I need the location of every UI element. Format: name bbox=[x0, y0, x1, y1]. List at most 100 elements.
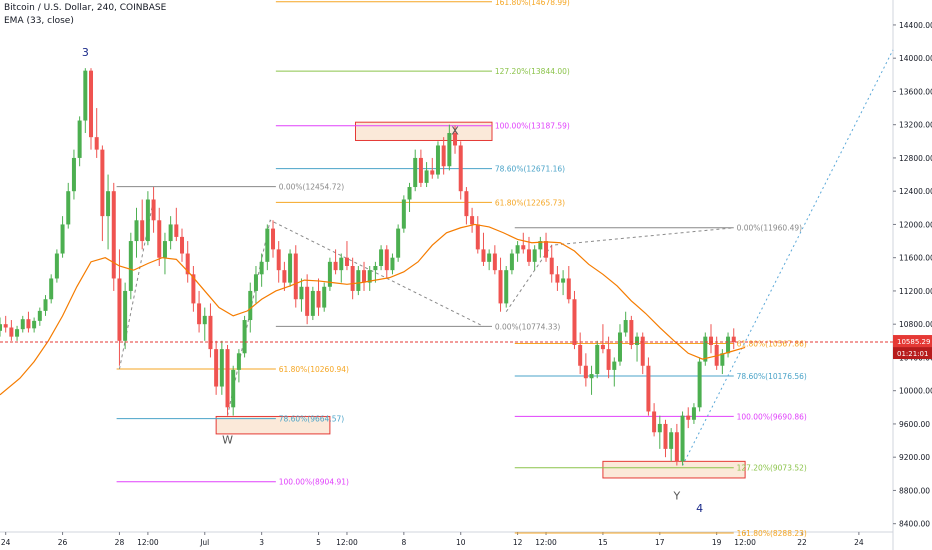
candle-body bbox=[475, 224, 480, 250]
candle-body bbox=[26, 319, 31, 329]
time-tick-label: 12 bbox=[513, 538, 523, 547]
candle-body bbox=[208, 315, 213, 350]
price-tick-label: 13600.00 bbox=[899, 87, 932, 96]
candle-body bbox=[151, 199, 156, 221]
candle-body bbox=[37, 310, 42, 321]
candle-body bbox=[435, 145, 440, 175]
fib-level-label: 161.80%(14678.99) bbox=[495, 0, 570, 7]
candle-body bbox=[481, 249, 486, 262]
candle-body bbox=[526, 249, 531, 262]
fib-trend-2 bbox=[227, 219, 484, 416]
current-price-label: 10585.29 bbox=[897, 338, 930, 346]
candle-body bbox=[549, 257, 554, 275]
fib-level-label: 61.80%(10567.86) bbox=[737, 339, 807, 348]
candle-body bbox=[32, 320, 37, 329]
candle-body bbox=[253, 274, 258, 291]
candle-body bbox=[43, 299, 48, 311]
time-axis[interactable]: 24 26 28 12:00 Jul 3 5 12:00 8 10 12 12:00 15 17 19 12:… bbox=[0, 531, 893, 547]
target-zone-x bbox=[354, 121, 493, 141]
time-tick-label: 5 bbox=[316, 538, 321, 547]
indicator-legend[interactable]: EMA (33, close) bbox=[4, 16, 74, 26]
candle-body bbox=[20, 319, 25, 330]
candle-body bbox=[418, 157, 423, 183]
time-tick-label: 8 bbox=[401, 538, 406, 547]
candle-body bbox=[225, 349, 230, 408]
candle-body bbox=[89, 70, 94, 138]
candle-body bbox=[248, 290, 253, 321]
candle-body bbox=[140, 220, 145, 242]
price-axis[interactable]: 8400.008800.009200.009600.0010000.001040… bbox=[892, 0, 932, 550]
candle-body bbox=[595, 344, 600, 375]
candle-body bbox=[640, 336, 645, 366]
time-tick-label: 12:00 bbox=[137, 538, 159, 547]
candle-body bbox=[367, 270, 372, 283]
candle-body bbox=[674, 432, 679, 462]
fib-level-label: 100.00%(8904.91) bbox=[279, 478, 349, 487]
candle-body bbox=[271, 228, 276, 250]
candle-body bbox=[356, 270, 361, 291]
time-tick-label: 19 bbox=[712, 538, 722, 547]
fib-level-label: 127.20%(13844.00) bbox=[495, 67, 570, 76]
ema-line bbox=[0, 223, 746, 396]
candle-body bbox=[458, 145, 463, 192]
candle-body bbox=[504, 270, 509, 304]
candle-body bbox=[401, 199, 406, 229]
candle-body bbox=[561, 278, 566, 283]
candle-body bbox=[162, 241, 167, 258]
fib-level-label: 100.00%(9690.86) bbox=[737, 412, 807, 421]
price-tick-label: 11600.00 bbox=[899, 254, 932, 263]
candle-body bbox=[470, 216, 475, 225]
fib-level-label: 78.60%(12671.16) bbox=[495, 165, 565, 174]
candle-body bbox=[623, 320, 628, 333]
fib-level-label: 100.00%(13187.59) bbox=[495, 122, 570, 131]
candle-body bbox=[350, 266, 355, 291]
candle-body bbox=[646, 365, 651, 412]
drawing-layer: 0.00%(12454.72) 61.80%(10260.94) 78.60%(96… bbox=[116, 0, 894, 538]
candle-body bbox=[134, 220, 139, 242]
price-tick-label: 9600.00 bbox=[899, 420, 930, 429]
candle-body bbox=[629, 320, 634, 345]
wave-label-y: Y bbox=[672, 490, 680, 503]
candle-body bbox=[15, 329, 20, 337]
time-tick-label: 22 bbox=[797, 538, 807, 547]
candle-body bbox=[111, 191, 116, 279]
candle-body bbox=[83, 70, 88, 121]
time-tick-label: 10 bbox=[456, 538, 466, 547]
candle-body bbox=[583, 365, 588, 379]
candle-body bbox=[453, 133, 458, 146]
candle-body bbox=[424, 170, 429, 183]
candle-body bbox=[310, 290, 315, 316]
candle-body bbox=[145, 199, 150, 242]
candle-body bbox=[635, 336, 640, 345]
candle-body bbox=[94, 137, 99, 150]
wave-label-w: W bbox=[222, 434, 233, 447]
candle-body bbox=[612, 361, 617, 370]
symbol-title[interactable]: Bitcoin / U.S. Dollar, 240, COINBASE bbox=[4, 3, 167, 13]
time-tick-label: 3 bbox=[259, 538, 264, 547]
candle-body bbox=[726, 336, 731, 354]
candle-body bbox=[316, 290, 321, 308]
ema-series bbox=[0, 223, 746, 396]
fib-level-label: 61.80%(12265.73) bbox=[495, 198, 565, 207]
candle-body bbox=[492, 253, 497, 271]
candle-body bbox=[276, 249, 281, 271]
candle-body bbox=[299, 286, 304, 300]
candle-body bbox=[589, 374, 594, 379]
candle-body bbox=[259, 261, 264, 275]
candle-body bbox=[219, 349, 224, 387]
candle-body bbox=[197, 303, 202, 325]
candle-body bbox=[106, 191, 111, 217]
time-tick-label: 26 bbox=[58, 538, 68, 547]
time-remaining-label: 01:21:01 bbox=[897, 350, 928, 358]
target-zone-w bbox=[215, 415, 331, 435]
wave-label-4: 4 bbox=[696, 502, 703, 515]
candle-body bbox=[578, 344, 583, 366]
candle-body bbox=[657, 423, 662, 433]
fib-level-label: 0.00%(10774.33) bbox=[495, 322, 561, 331]
price-tick-label: 12400.00 bbox=[899, 187, 932, 196]
candle-body bbox=[185, 253, 190, 275]
candle-body bbox=[157, 220, 162, 258]
candle-body bbox=[242, 320, 247, 354]
time-tick-label: 12:00 bbox=[535, 538, 557, 547]
